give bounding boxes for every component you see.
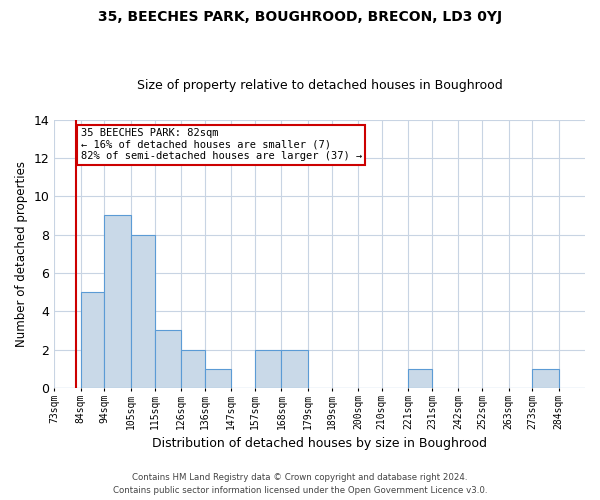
Text: Contains HM Land Registry data © Crown copyright and database right 2024.
Contai: Contains HM Land Registry data © Crown c… — [113, 474, 487, 495]
Bar — [104, 216, 131, 388]
Title: Size of property relative to detached houses in Boughrood: Size of property relative to detached ho… — [137, 79, 503, 92]
Text: 35 BEECHES PARK: 82sqm
← 16% of detached houses are smaller (7)
82% of semi-deta: 35 BEECHES PARK: 82sqm ← 16% of detached… — [80, 128, 362, 162]
Bar — [281, 350, 308, 388]
Bar — [155, 330, 181, 388]
Bar — [408, 368, 432, 388]
Bar — [532, 368, 559, 388]
Text: 35, BEECHES PARK, BOUGHROOD, BRECON, LD3 0YJ: 35, BEECHES PARK, BOUGHROOD, BRECON, LD3… — [98, 10, 502, 24]
X-axis label: Distribution of detached houses by size in Boughrood: Distribution of detached houses by size … — [152, 437, 487, 450]
Bar — [80, 292, 104, 388]
Bar — [205, 368, 231, 388]
Bar — [131, 234, 155, 388]
Bar — [181, 350, 205, 388]
Bar — [255, 350, 281, 388]
Y-axis label: Number of detached properties: Number of detached properties — [15, 160, 28, 346]
